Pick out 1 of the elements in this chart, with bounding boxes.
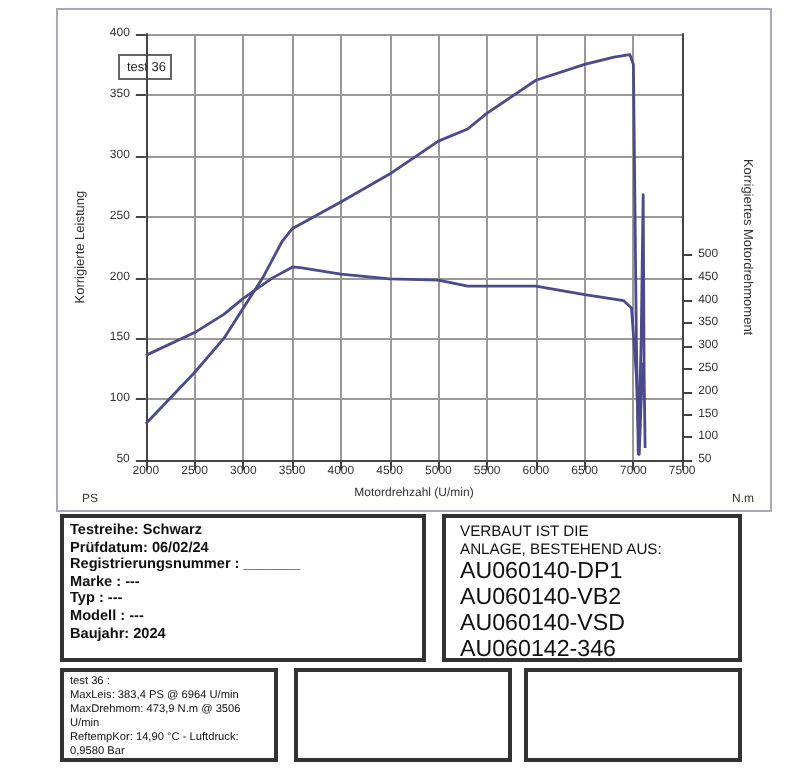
text: AU060140-DP1 AU060140-VB2 AU060140-VSD AU060142-346 bbox=[460, 558, 627, 662]
